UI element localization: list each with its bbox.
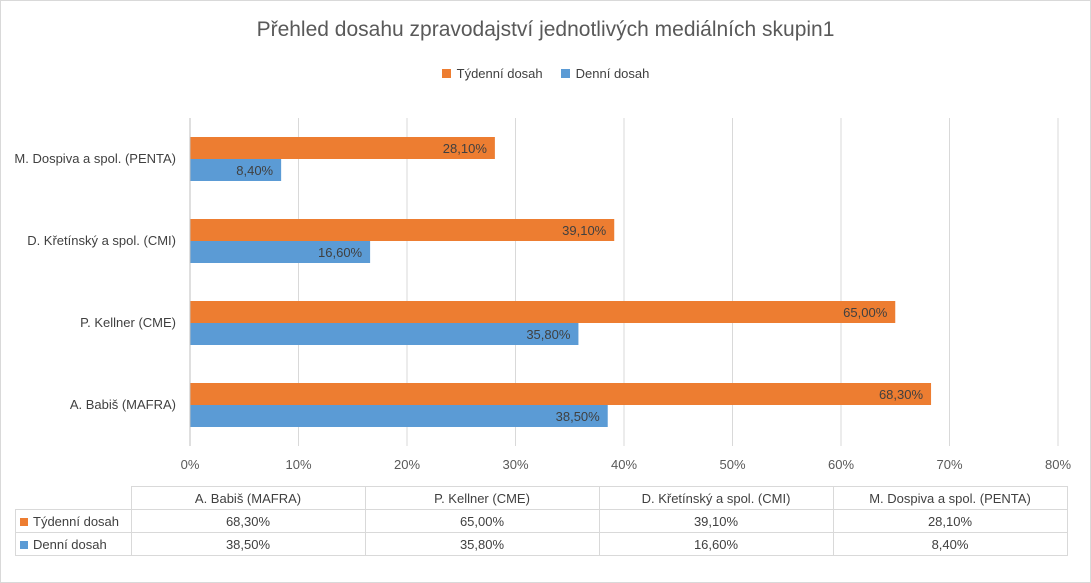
- table-cell: 39,10%: [598, 509, 834, 533]
- table-corner: [15, 486, 132, 510]
- table-col-header: D. Křetínský a spol. (CMI): [598, 486, 834, 510]
- x-tick-label: 60%: [828, 457, 854, 472]
- table-cell: 68,30%: [130, 509, 366, 533]
- bar: [190, 405, 608, 427]
- data-label: 38,50%: [556, 409, 601, 424]
- bar: [190, 323, 579, 345]
- legend-swatch-weekly: [441, 69, 451, 78]
- y-category-label: D. Křetínský a spol. (CMI): [27, 233, 176, 248]
- x-tick-label: 20%: [394, 457, 420, 472]
- legend-key-weekly: [20, 518, 28, 527]
- y-category-label: A. Babiš (MAFRA): [70, 397, 176, 412]
- table-cell: 8,40%: [832, 532, 1068, 556]
- bar-chart-plot: 0% 10% 20% 30% 40% 50% 60% 70% 80% M. Dospiva a s…: [14, 118, 1071, 472]
- data-label: 68,30%: [879, 387, 924, 402]
- x-tick-label: 40%: [611, 457, 637, 472]
- table-header-row: A. Babiš (MAFRA) P. Kellner (CME) D. Kře…: [15, 486, 1068, 510]
- legend-item-weekly: Týdenní dosah: [441, 66, 543, 81]
- data-label: 16,60%: [318, 245, 363, 260]
- bar: [190, 159, 282, 181]
- bar: [190, 301, 896, 323]
- table-cell: 65,00%: [364, 509, 600, 533]
- data-label: 65,00%: [843, 305, 888, 320]
- bar: [190, 137, 495, 159]
- data-label: 39,10%: [562, 223, 607, 238]
- table-col-header: P. Kellner (CME): [364, 486, 600, 510]
- table-col-header: A. Babiš (MAFRA): [130, 486, 366, 510]
- table-row-weekly: Týdenní dosah 68,30% 65,00% 39,10% 28,10…: [15, 509, 1068, 533]
- x-tick-label: 30%: [502, 457, 528, 472]
- legend-swatch-daily: [560, 69, 570, 78]
- table-cell: 38,50%: [130, 532, 366, 556]
- table-cell: 35,80%: [364, 532, 600, 556]
- table-cell: 16,60%: [598, 532, 834, 556]
- row-label: Týdenní dosah: [33, 513, 120, 529]
- chart-title: Přehled dosahu zpravodajství jednotlivýc…: [256, 18, 835, 41]
- bar: [190, 241, 371, 263]
- table-row-header: Denní dosah: [15, 532, 132, 556]
- bar: [190, 383, 932, 405]
- y-category-label: P. Kellner (CME): [80, 315, 176, 330]
- x-tick-label: 70%: [936, 457, 962, 472]
- data-label: 28,10%: [443, 141, 488, 156]
- data-label: 35,80%: [526, 327, 571, 342]
- x-tick-label: 80%: [1045, 457, 1071, 472]
- data-label: 8,40%: [236, 163, 273, 178]
- legend-label-weekly: Týdenní dosah: [456, 66, 543, 81]
- table-col-header: M. Dospiva a spol. (PENTA): [832, 486, 1068, 510]
- bar: [190, 219, 615, 241]
- legend: Týdenní dosah Denní dosah: [0, 66, 1091, 81]
- data-table: A. Babiš (MAFRA) P. Kellner (CME) D. Kře…: [15, 486, 1068, 556]
- table-row-header: Týdenní dosah: [15, 509, 132, 533]
- x-tick-label: 50%: [719, 457, 745, 472]
- legend-label-daily: Denní dosah: [575, 66, 650, 81]
- legend-key-daily: [20, 541, 28, 550]
- legend-item-daily: Denní dosah: [560, 66, 650, 81]
- table-row-daily: Denní dosah 38,50% 35,80% 16,60% 8,40%: [15, 532, 1068, 556]
- x-tick-label: 10%: [285, 457, 311, 472]
- row-label: Denní dosah: [33, 536, 107, 552]
- y-category-label: M. Dospiva a spol. (PENTA): [14, 151, 176, 166]
- x-tick-label: 0%: [181, 457, 200, 472]
- table-cell: 28,10%: [832, 509, 1068, 533]
